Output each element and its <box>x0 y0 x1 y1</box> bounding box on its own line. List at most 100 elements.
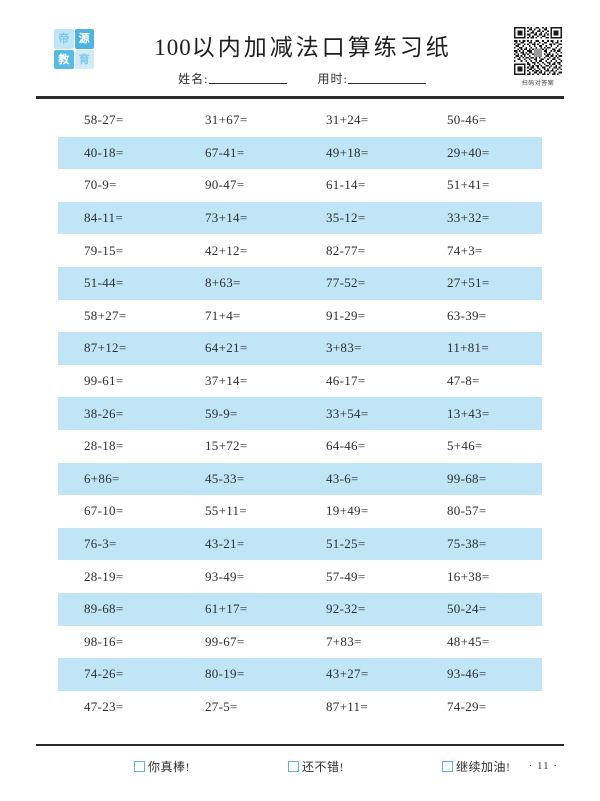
checkbox-icon[interactable] <box>442 760 453 772</box>
problem-cell[interactable]: 50-24= <box>447 601 487 617</box>
problem-cell[interactable]: 58-27= <box>84 112 124 128</box>
problem-cell[interactable]: 67-10= <box>84 503 124 519</box>
problem-cell[interactable]: 6+86= <box>84 470 120 486</box>
problem-cell[interactable]: 59-9= <box>205 405 238 421</box>
problem-cell[interactable]: 3+83= <box>326 340 362 356</box>
problem-cell[interactable]: 29+40= <box>447 144 490 160</box>
name-field[interactable]: 姓名: <box>178 70 287 87</box>
problem-cell[interactable]: 43-21= <box>205 536 245 552</box>
problem-cell[interactable]: 80-19= <box>205 666 245 682</box>
checkbox-icon[interactable] <box>288 760 299 772</box>
problem-cell[interactable]: 43-6= <box>326 470 359 486</box>
problem-cell[interactable]: 74-29= <box>447 698 487 714</box>
problem-cell[interactable]: 13+43= <box>447 405 490 421</box>
problem-cell[interactable]: 50-46= <box>447 112 487 128</box>
problem-cell[interactable]: 61-14= <box>326 177 366 193</box>
problem-cell[interactable]: 70-9= <box>84 177 117 193</box>
problem-cell[interactable]: 28-19= <box>84 568 124 584</box>
problem-cell[interactable]: 5+46= <box>447 438 483 454</box>
problem-cell[interactable]: 47-23= <box>84 698 124 714</box>
problem-cell[interactable]: 87+12= <box>84 340 127 356</box>
problem-cell[interactable]: 49+18= <box>326 144 369 160</box>
problem-cell[interactable]: 93-49= <box>205 568 245 584</box>
problem-cell[interactable]: 82-77= <box>326 242 366 258</box>
rating-option-good[interactable]: 还不错! <box>288 758 344 775</box>
time-field[interactable]: 用时: <box>318 70 426 87</box>
problem-cell[interactable]: 51-44= <box>84 275 124 291</box>
problem-cell[interactable]: 92-32= <box>326 601 366 617</box>
page-title-number: 100 <box>154 35 192 60</box>
qr-code-block[interactable]: 扫码对答案 <box>512 27 564 87</box>
problem-cell[interactable]: 99-67= <box>205 633 245 649</box>
problem-cell[interactable]: 51-25= <box>326 536 366 552</box>
problem-cell[interactable]: 16+38= <box>447 568 490 584</box>
problem-cell[interactable]: 93-46= <box>447 666 487 682</box>
problem-cell[interactable]: 40-18= <box>84 144 124 160</box>
brand-logo: 帝 源 教 育 <box>54 29 94 69</box>
problem-row: 87+12= 64+21= 3+83= 11+81= <box>58 332 542 365</box>
problem-cell[interactable]: 99-61= <box>84 373 124 389</box>
problem-cell[interactable]: 74+3= <box>447 242 483 258</box>
problem-cell[interactable]: 51+41= <box>447 177 490 193</box>
problem-cell[interactable]: 74-26= <box>84 666 124 682</box>
logo-cell-4: 育 <box>74 49 94 69</box>
problem-cell[interactable]: 80-57= <box>447 503 487 519</box>
student-info-fields: 姓名: 用时: <box>0 70 600 87</box>
qr-code-icon[interactable] <box>514 27 562 75</box>
problem-cell[interactable]: 84-11= <box>84 210 123 226</box>
problem-cell[interactable]: 42+12= <box>205 242 248 258</box>
problem-cell[interactable]: 19+49= <box>326 503 369 519</box>
problem-cell[interactable]: 63-39= <box>447 307 487 323</box>
problem-cell[interactable]: 31+24= <box>326 112 369 128</box>
page-header: 帝 源 教 育 100以内加减法口算练习纸 姓名: 用时: <box>0 0 600 99</box>
problem-cell[interactable]: 37+14= <box>205 373 248 389</box>
problem-cell[interactable]: 91-29= <box>326 307 366 323</box>
rating-option-keep-going[interactable]: 继续加油! <box>442 758 511 775</box>
problem-row: 40-18= 67-41= 49+18= 29+40= <box>58 136 542 170</box>
problem-cell[interactable]: 45-33= <box>205 470 245 486</box>
rating-option-great[interactable]: 你真棒! <box>134 758 190 775</box>
problem-cell[interactable]: 75-38= <box>447 536 487 552</box>
problem-cell[interactable]: 73+14= <box>205 210 248 226</box>
problem-cell[interactable]: 31+67= <box>205 112 248 128</box>
problem-cell[interactable]: 58+27= <box>84 307 127 323</box>
time-field-label: 用时: <box>317 72 348 86</box>
problem-cell[interactable]: 8+63= <box>205 275 241 291</box>
problem-cell[interactable]: 46-17= <box>326 373 366 389</box>
problem-cell[interactable]: 76-3= <box>84 536 117 552</box>
problem-cell[interactable]: 27-5= <box>205 698 238 714</box>
problem-cell[interactable]: 43+27= <box>326 666 369 682</box>
problem-cell[interactable]: 33+32= <box>447 210 490 226</box>
problem-cell[interactable]: 48+45= <box>447 633 490 649</box>
name-field-label: 姓名: <box>178 72 209 86</box>
problem-cell[interactable]: 35-12= <box>326 210 366 226</box>
problem-cell[interactable]: 67-41= <box>205 144 245 160</box>
time-field-line[interactable] <box>347 72 426 84</box>
rating-label-great: 你真棒! <box>148 759 190 774</box>
problem-cell[interactable]: 79-15= <box>84 242 124 258</box>
problem-cell[interactable]: 27+51= <box>447 275 490 291</box>
checkbox-icon[interactable] <box>134 760 145 772</box>
problem-cell[interactable]: 99-68= <box>447 470 487 486</box>
problem-cell[interactable]: 77-52= <box>326 275 366 291</box>
problem-cell[interactable]: 11+81= <box>447 340 489 356</box>
problem-cell[interactable]: 64-46= <box>326 438 366 454</box>
problem-cell[interactable]: 98-16= <box>84 633 124 649</box>
problem-cell[interactable]: 28-18= <box>84 438 124 454</box>
problem-cell[interactable]: 61+17= <box>205 601 248 617</box>
problem-cell[interactable]: 33+54= <box>326 405 369 421</box>
footer-divider <box>36 743 564 746</box>
problem-cell[interactable]: 7+83= <box>326 633 362 649</box>
name-field-line[interactable] <box>208 72 287 84</box>
problem-cell[interactable]: 90-47= <box>205 177 245 193</box>
problem-cell[interactable]: 15+72= <box>205 438 248 454</box>
problem-cell[interactable]: 57-49= <box>326 568 366 584</box>
problem-cell[interactable]: 47-8= <box>447 373 480 389</box>
rating-label-keep-going: 继续加油! <box>456 759 511 774</box>
problem-cell[interactable]: 71+4= <box>205 307 241 323</box>
problem-cell[interactable]: 38-26= <box>84 405 124 421</box>
problem-cell[interactable]: 55+11= <box>205 503 247 519</box>
problem-cell[interactable]: 87+11= <box>326 698 368 714</box>
problem-cell[interactable]: 89-68= <box>84 601 124 617</box>
problem-cell[interactable]: 64+21= <box>205 340 248 356</box>
